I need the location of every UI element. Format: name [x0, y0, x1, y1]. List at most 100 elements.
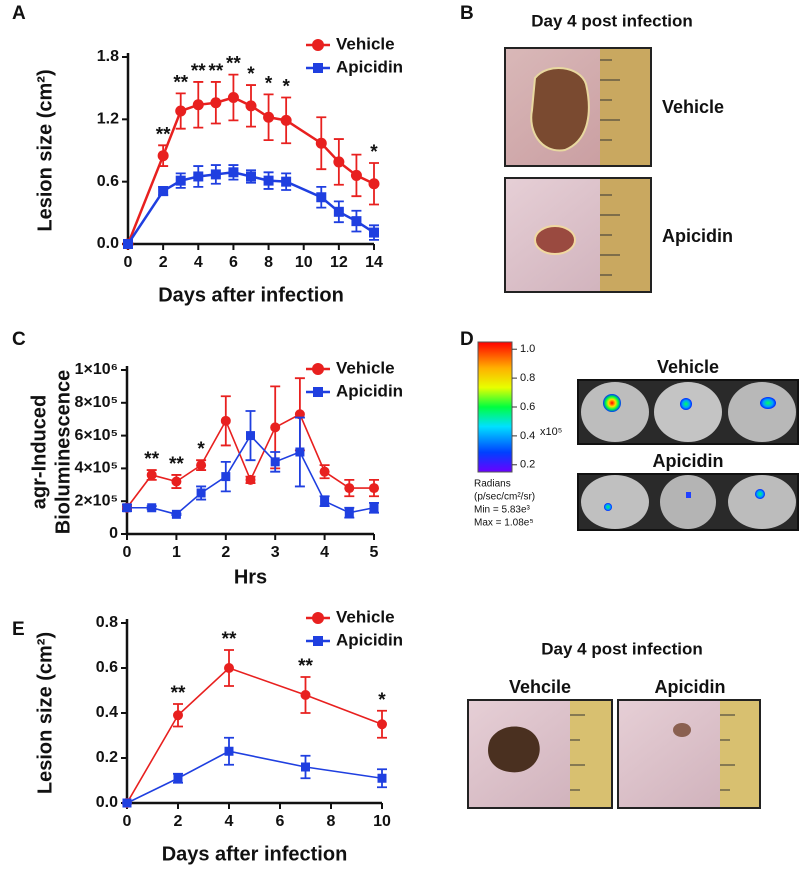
significance: ** [171, 683, 186, 704]
legend-label: Apicidin [336, 381, 403, 400]
significance: ** [208, 61, 223, 82]
data-point [281, 176, 292, 187]
data-point [369, 483, 379, 494]
y-tick-label: 1×10⁶ [75, 361, 118, 378]
data-point [368, 178, 380, 190]
x-tick-label: 1 [172, 544, 181, 561]
y-tick-label: 4×10⁵ [74, 460, 118, 477]
x-tick-label: 0 [123, 813, 132, 830]
significance: * [378, 690, 386, 711]
data-point [192, 99, 204, 111]
colorbar-tick-label: 0.8 [520, 372, 535, 384]
data-point [158, 186, 169, 197]
x-tick-label: 2 [221, 544, 230, 561]
data-point [369, 503, 379, 513]
x-tick-label: 6 [229, 254, 238, 271]
data-point [295, 447, 305, 457]
data-point [220, 415, 231, 426]
y-tick-label: 6×10⁵ [74, 427, 118, 444]
data-point [147, 503, 157, 513]
significance: ** [222, 629, 237, 650]
panel-title: Day 4 post infection [531, 11, 693, 30]
data-point [369, 227, 379, 238]
y-axis-label: agr-Induced [28, 395, 50, 509]
x-tick-label: 8 [264, 254, 273, 271]
series-line [126, 667, 383, 804]
colorbar-unit: Radians [474, 479, 511, 490]
data-point [157, 150, 169, 162]
y-tick-label: 0.8 [96, 614, 118, 631]
colorbar-min: Min = 5.83e³ [474, 505, 531, 516]
significance: * [370, 142, 378, 163]
x-axis-label: Days after infection [158, 284, 344, 306]
data-point [344, 483, 355, 494]
colorbar-exponent: x10⁵ [540, 426, 562, 438]
x-tick-label: 6 [276, 813, 285, 830]
data-point [344, 508, 354, 518]
x-tick-label: 0 [124, 254, 133, 271]
y-tick-label: 0.4 [96, 704, 118, 721]
significance: ** [144, 449, 159, 470]
significance: ** [226, 54, 241, 75]
colorbar [477, 341, 513, 473]
x-tick-label: 10 [295, 254, 313, 271]
data-point [196, 460, 207, 471]
colorbar-tick-label: 0.2 [520, 459, 535, 471]
y-tick-label: 0.0 [96, 794, 118, 811]
data-point [173, 773, 183, 783]
data-point [227, 92, 239, 104]
panel-title: Day 4 post infection [541, 639, 703, 658]
x-tick-label: 14 [365, 254, 383, 271]
x-tick-label: 4 [225, 813, 234, 830]
photo [467, 699, 613, 809]
data-point [175, 105, 187, 117]
data-point [210, 169, 221, 180]
colorbar-unit: (p/sec/cm²/sr) [474, 492, 535, 503]
data-point [224, 746, 234, 756]
image-label: Apicidin [653, 451, 724, 471]
y-axis-label: Bioluminescence [52, 370, 74, 535]
data-point [351, 216, 362, 227]
data-point [246, 431, 255, 441]
data-point [246, 171, 256, 182]
data-point [270, 422, 281, 433]
panel-letter: B [460, 3, 474, 24]
legend-label: Vehicle [336, 358, 395, 377]
x-tick-label: 5 [370, 544, 379, 561]
x-tick-label: 2 [159, 254, 168, 271]
data-point [122, 798, 132, 808]
data-point [122, 503, 132, 513]
y-tick-label: 8×10⁵ [74, 394, 118, 411]
significance: ** [173, 72, 188, 93]
data-point [301, 762, 310, 772]
panel-letter: D [460, 329, 474, 350]
photo-label: Apicidin [662, 226, 733, 246]
y-tick-label: 1.2 [97, 111, 119, 128]
legend-label: Apicidin [336, 57, 403, 76]
y-tick-label: 0.6 [97, 173, 119, 190]
image-label: Vehicle [657, 357, 719, 377]
legend-marker [312, 363, 324, 375]
x-axis-label: Days after infection [162, 843, 348, 865]
legend-label: Vehicle [336, 34, 395, 53]
series-line [126, 750, 383, 804]
colorbar-tick-label: 0.6 [520, 401, 535, 413]
data-point [245, 474, 256, 485]
data-point [196, 488, 206, 498]
data-point [263, 175, 274, 186]
data-point [171, 509, 181, 519]
data-point [123, 239, 133, 249]
data-point [319, 466, 330, 477]
x-tick-label: 2 [174, 813, 183, 830]
data-point [333, 156, 345, 168]
data-point [228, 167, 239, 178]
colorbar-tick-label: 0.4 [520, 430, 535, 442]
significance: * [265, 73, 273, 94]
y-tick-label: 0.2 [96, 749, 118, 766]
panel-letter: E [12, 619, 25, 640]
colorbar-tick-label: 1.0 [520, 343, 535, 355]
photo-label: Vehcile [509, 677, 571, 697]
x-tick-label: 4 [320, 544, 329, 561]
colorbar-max: Max = 1.08e⁵ [474, 518, 533, 529]
